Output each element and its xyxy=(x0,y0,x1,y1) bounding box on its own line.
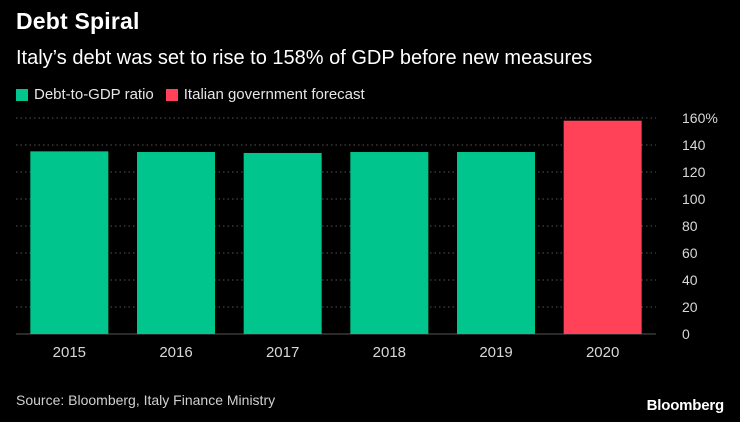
x-tick-label-2015: 2015 xyxy=(53,344,86,361)
legend: Debt-to-GDP ratio Italian government for… xyxy=(16,86,377,103)
bloomberg-logo: Bloomberg xyxy=(646,397,725,414)
x-tick-label-2017: 2017 xyxy=(266,344,299,361)
y-tick-label-160: 160% xyxy=(682,110,718,126)
y-tick-label-140: 140 xyxy=(682,137,706,153)
y-tick-label-20: 20 xyxy=(682,299,698,315)
x-tick-label-2016: 2016 xyxy=(159,344,192,361)
bar-2016 xyxy=(137,152,215,334)
y-tick-label-60: 60 xyxy=(682,245,698,261)
chart-title: Debt Spiral xyxy=(16,8,140,34)
legend-label-debt: Debt-to-GDP ratio xyxy=(34,86,154,103)
bar-2018 xyxy=(350,152,429,334)
x-tick-label-2018: 2018 xyxy=(373,344,406,361)
legend-swatch-forecast xyxy=(165,88,178,101)
source-note: Source: Bloomberg, Italy Finance Ministr… xyxy=(16,392,276,408)
x-tick-label-2020: 2020 xyxy=(586,344,619,361)
chart-subtitle: Italy’s debt was set to rise to 158% of … xyxy=(16,47,593,69)
bar-2020 xyxy=(563,120,642,334)
bar-2019 xyxy=(457,152,535,334)
legend-swatch-debt xyxy=(16,88,28,101)
bar-2015 xyxy=(30,151,109,334)
y-tick-label-0: 0 xyxy=(682,326,690,342)
y-tick-label-80: 80 xyxy=(682,218,698,234)
legend-item-forecast: Italian government forecast xyxy=(165,86,365,103)
legend-item-debt: Debt-to-GDP ratio xyxy=(16,86,154,103)
legend-label-forecast: Italian government forecast xyxy=(183,86,365,103)
y-tick-label-100: 100 xyxy=(682,191,706,207)
x-tick-label-2019: 2019 xyxy=(479,344,512,361)
y-tick-label-120: 120 xyxy=(682,164,706,180)
bar-2017 xyxy=(243,152,322,334)
y-tick-label-40: 40 xyxy=(682,272,698,288)
